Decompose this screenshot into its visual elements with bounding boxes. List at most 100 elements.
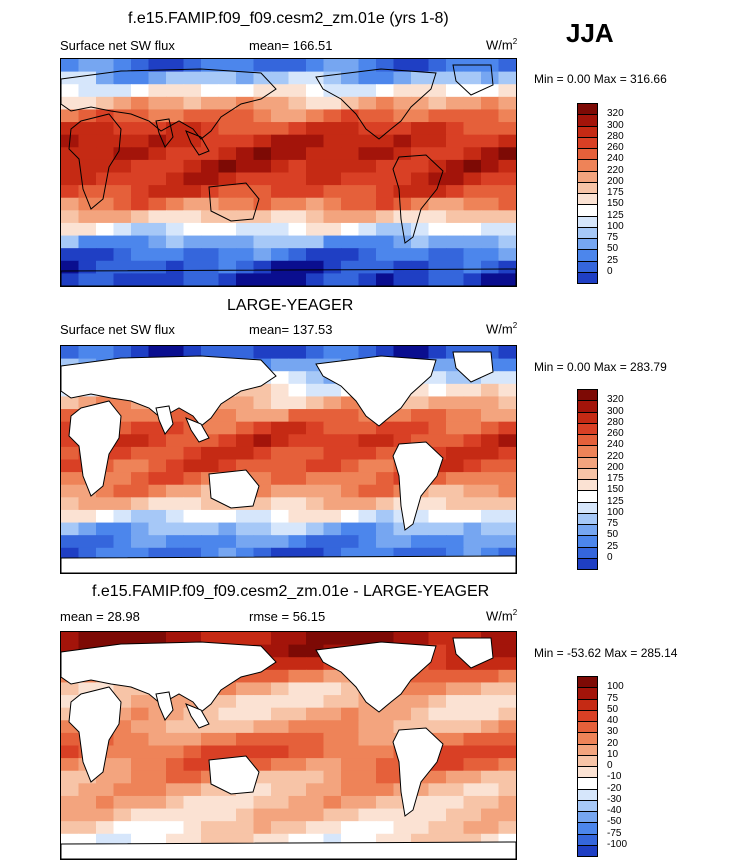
map-cell [341,222,360,237]
map-cell [393,134,412,148]
map-cell [323,732,342,747]
map-cell [236,795,255,810]
map-cell [78,632,97,646]
map-cell [498,421,516,435]
map-cell [131,695,150,709]
season-label: JJA [566,18,614,48]
map-cell [376,522,395,536]
map-cell [148,509,167,524]
map-cell [113,210,132,224]
map-cell [323,632,342,646]
map-cell [183,732,202,747]
map-cell [253,134,272,148]
map-cell [358,96,377,111]
map-cell [288,396,307,410]
map-cell [306,109,325,123]
map-cell [358,446,377,461]
map-cell [113,732,132,747]
map-cell [183,134,202,148]
map-cell [131,172,150,186]
map-cell [428,707,447,721]
map-cell [481,59,500,73]
map-cell [358,122,377,136]
map-cell [306,695,325,709]
map-cell [148,84,167,98]
map-cell [358,273,377,286]
map-cell [463,808,482,822]
panel-3-map [60,631,517,860]
map-cell [411,396,430,410]
map-cell [78,346,97,360]
continent-outline [68,686,122,783]
map-cell [306,446,325,461]
map-cell [183,770,202,784]
map-cell [113,172,132,186]
map-cell [201,84,220,98]
map-cell [428,434,447,448]
map-cell [288,84,307,98]
map-cell [113,770,132,784]
panel-2-minmax: Min = 0.00 Max = 283.79 [534,360,667,374]
map-cell [481,821,500,835]
map-cell [201,535,220,549]
map-cell [61,783,80,797]
map-cell [131,522,150,536]
panel-2-units: W/m2 [486,321,518,337]
map-cell [446,421,465,435]
map-cell [428,147,447,161]
map-cell [61,248,80,262]
map-cell [183,84,202,98]
map-cell [131,821,150,835]
map-cell [393,695,412,709]
map-cell [148,248,167,262]
map-cell [61,147,80,161]
map-cell [393,59,412,73]
map-cell [183,459,202,473]
map-cell [113,472,132,486]
map-cell [463,497,482,511]
map-cell [306,371,325,385]
map-cell [481,770,500,784]
map-cell [218,122,237,136]
map-cell [61,222,80,237]
map-cell [428,222,447,237]
map-cell [446,472,465,486]
continent-outline [208,755,260,795]
map-cell [166,96,185,111]
map-cell [446,96,465,111]
map-cell [481,197,500,211]
map-cell [481,758,500,772]
map-cell [253,421,272,435]
map-cell [148,821,167,835]
map-cell [218,59,237,73]
map-cell [271,535,290,549]
panel-1-colorbar: 320 300 280 260 240 220 200 175 150 125 100 75 50 25 0 [577,103,637,284]
map-cell [183,472,202,486]
map-cell [201,260,220,274]
map-cell [131,720,150,734]
map-cell [218,197,237,211]
map-cell [323,522,342,536]
map-cell [306,522,325,536]
map-cell [358,59,377,73]
colorbar-label: 0 [607,265,613,277]
map-cell [288,758,307,772]
map-cell [131,260,150,274]
map-cell [271,446,290,461]
map-cell [236,260,255,274]
map-cell [306,383,325,398]
map-cell [323,707,342,721]
map-cell [341,497,360,511]
map-cell [236,707,255,721]
map-cell [428,84,447,98]
colorbar-label: 240 [607,153,624,165]
map-cell [113,808,132,822]
map-cell [376,535,395,549]
colorbar-label: 260 [607,428,624,439]
map-cell [183,248,202,262]
map-cell [78,248,97,262]
map-cell [481,172,500,186]
map-cell [148,632,167,646]
map-cell [306,134,325,148]
map-cell [271,522,290,536]
